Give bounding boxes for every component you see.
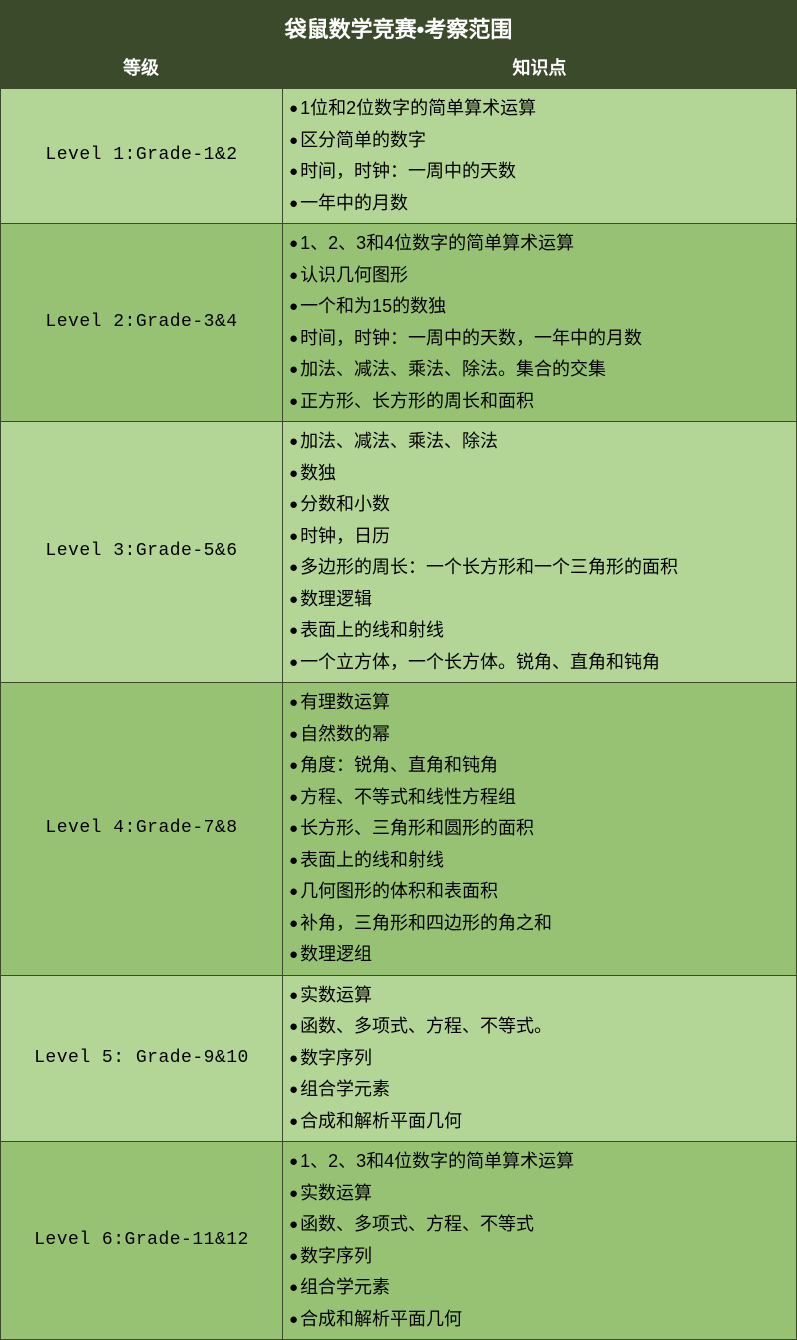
table-row: Level 4:Grade-7&8有理数运算自然数的幂角度：锐角、直角和钝角方程… bbox=[1, 683, 797, 976]
level-cell: Level 4:Grade-7&8 bbox=[1, 683, 283, 976]
column-header-points: 知识点 bbox=[282, 54, 797, 80]
column-header-level: 等级 bbox=[0, 54, 282, 80]
list-item: 时间，时钟：一周中的天数，一年中的月数 bbox=[289, 323, 790, 355]
level-cell: Level 6:Grade-11&12 bbox=[1, 1142, 283, 1340]
list-item: 1位和2位数字的简单算术运算 bbox=[289, 93, 790, 125]
list-item: 分数和小数 bbox=[289, 489, 790, 521]
points-list: 有理数运算自然数的幂角度：锐角、直角和钝角方程、不等式和线性方程组长方形、三角形… bbox=[289, 687, 790, 971]
list-item: 多边形的周长：一个长方形和一个三角形的面积 bbox=[289, 552, 790, 584]
level-cell: Level 3:Grade-5&6 bbox=[1, 422, 283, 683]
points-list: 1、2、3和4位数字的简单算术运算实数运算函数、多项式、方程、不等式数字序列组合… bbox=[289, 1146, 790, 1335]
list-item: 角度：锐角、直角和钝角 bbox=[289, 750, 790, 782]
table-row: Level 3:Grade-5&6加法、减法、乘法、除法数独分数和小数时钟，日历… bbox=[1, 422, 797, 683]
list-item: 数字序列 bbox=[289, 1043, 790, 1075]
list-item: 1、2、3和4位数字的简单算术运算 bbox=[289, 228, 790, 260]
list-item: 有理数运算 bbox=[289, 687, 790, 719]
level-cell: Level 1:Grade-1&2 bbox=[1, 89, 283, 224]
list-item: 1、2、3和4位数字的简单算术运算 bbox=[289, 1146, 790, 1178]
table-row: Level 1:Grade-1&21位和2位数字的简单算术运算区分简单的数字时间… bbox=[1, 89, 797, 224]
points-list: 1位和2位数字的简单算术运算区分简单的数字时间，时钟：一周中的天数一年中的月数 bbox=[289, 93, 790, 219]
list-item: 合成和解析平面几何 bbox=[289, 1304, 790, 1336]
list-item: 表面上的线和射线 bbox=[289, 615, 790, 647]
points-list: 加法、减法、乘法、除法数独分数和小数时钟，日历多边形的周长：一个长方形和一个三角… bbox=[289, 426, 790, 678]
table-row: Level 2:Grade-3&41、2、3和4位数字的简单算术运算认识几何图形… bbox=[1, 224, 797, 422]
column-headers: 等级 知识点 bbox=[0, 54, 797, 80]
points-cell: 有理数运算自然数的幂角度：锐角、直角和钝角方程、不等式和线性方程组长方形、三角形… bbox=[283, 683, 797, 976]
list-item: 一年中的月数 bbox=[289, 188, 790, 220]
list-item: 时钟，日历 bbox=[289, 521, 790, 553]
list-item: 实数运算 bbox=[289, 1178, 790, 1210]
points-cell: 1、2、3和4位数字的简单算术运算认识几何图形一个和为15的数独时间，时钟：一周… bbox=[283, 224, 797, 422]
list-item: 合成和解析平面几何 bbox=[289, 1106, 790, 1138]
list-item: 时间，时钟：一周中的天数 bbox=[289, 156, 790, 188]
list-item: 区分简单的数字 bbox=[289, 125, 790, 157]
points-list: 1、2、3和4位数字的简单算术运算认识几何图形一个和为15的数独时间，时钟：一周… bbox=[289, 228, 790, 417]
table-header: 袋鼠数学竞赛•考察范围 等级 知识点 bbox=[0, 0, 797, 88]
points-cell: 1、2、3和4位数字的简单算术运算实数运算函数、多项式、方程、不等式数字序列组合… bbox=[283, 1142, 797, 1340]
list-item: 一个和为15的数独 bbox=[289, 291, 790, 323]
table-title: 袋鼠数学竞赛•考察范围 bbox=[0, 12, 797, 54]
points-cell: 加法、减法、乘法、除法数独分数和小数时钟，日历多边形的周长：一个长方形和一个三角… bbox=[283, 422, 797, 683]
list-item: 实数运算 bbox=[289, 980, 790, 1012]
points-cell: 实数运算函数、多项式、方程、不等式。数字序列组合学元素合成和解析平面几何 bbox=[283, 975, 797, 1142]
syllabus-body: Level 1:Grade-1&21位和2位数字的简单算术运算区分简单的数字时间… bbox=[0, 88, 797, 1340]
level-cell: Level 2:Grade-3&4 bbox=[1, 224, 283, 422]
list-item: 函数、多项式、方程、不等式。 bbox=[289, 1011, 790, 1043]
list-item: 几何图形的体积和表面积 bbox=[289, 876, 790, 908]
list-item: 加法、减法、乘法、除法。集合的交集 bbox=[289, 354, 790, 386]
level-cell: Level 5: Grade-9&10 bbox=[1, 975, 283, 1142]
table-row: Level 6:Grade-11&121、2、3和4位数字的简单算术运算实数运算… bbox=[1, 1142, 797, 1340]
points-list: 实数运算函数、多项式、方程、不等式。数字序列组合学元素合成和解析平面几何 bbox=[289, 980, 790, 1138]
list-item: 数字序列 bbox=[289, 1241, 790, 1273]
list-item: 自然数的幂 bbox=[289, 719, 790, 751]
list-item: 方程、不等式和线性方程组 bbox=[289, 782, 790, 814]
list-item: 补角，三角形和四边形的角之和 bbox=[289, 908, 790, 940]
list-item: 加法、减法、乘法、除法 bbox=[289, 426, 790, 458]
list-item: 数独 bbox=[289, 458, 790, 490]
list-item: 一个立方体，一个长方体。锐角、直角和钝角 bbox=[289, 647, 790, 679]
list-item: 表面上的线和射线 bbox=[289, 845, 790, 877]
list-item: 数理逻组 bbox=[289, 939, 790, 971]
list-item: 数理逻辑 bbox=[289, 584, 790, 616]
table-row: Level 5: Grade-9&10实数运算函数、多项式、方程、不等式。数字序… bbox=[1, 975, 797, 1142]
list-item: 组合学元素 bbox=[289, 1074, 790, 1106]
list-item: 认识几何图形 bbox=[289, 260, 790, 292]
syllabus-table: 袋鼠数学竞赛•考察范围 等级 知识点 Level 1:Grade-1&21位和2… bbox=[0, 0, 797, 1340]
list-item: 长方形、三角形和圆形的面积 bbox=[289, 813, 790, 845]
list-item: 组合学元素 bbox=[289, 1272, 790, 1304]
list-item: 正方形、长方形的周长和面积 bbox=[289, 386, 790, 418]
list-item: 函数、多项式、方程、不等式 bbox=[289, 1209, 790, 1241]
points-cell: 1位和2位数字的简单算术运算区分简单的数字时间，时钟：一周中的天数一年中的月数 bbox=[283, 89, 797, 224]
